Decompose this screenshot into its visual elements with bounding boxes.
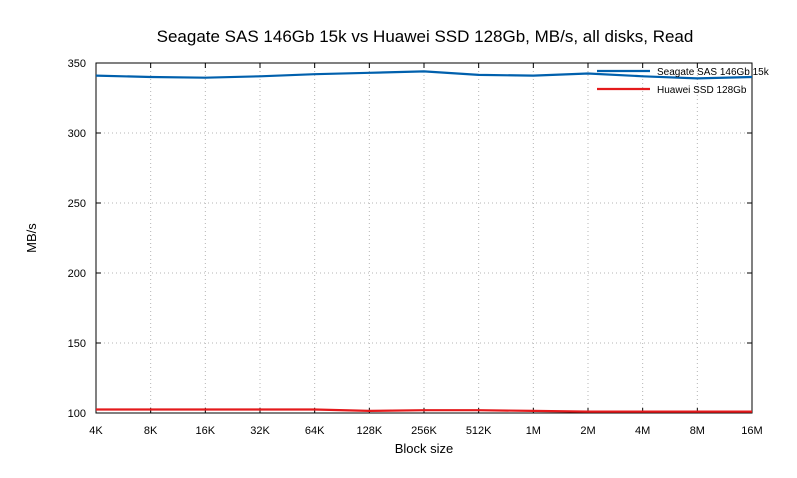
legend-label-1: Seagate SAS 146Gb 15k — [657, 67, 770, 78]
legend-label-2: Huawei SSD 128Gb — [657, 85, 747, 96]
legend: Seagate SAS 146Gb 15k Huawei SSD 128Gb — [597, 67, 770, 96]
x-tick-label: 2M — [580, 425, 595, 437]
y-tick-label: 300 — [68, 128, 86, 140]
y-tick-label: 250 — [68, 198, 86, 210]
x-tick-label: 256K — [411, 425, 437, 437]
y-tick-label: 100 — [68, 408, 86, 420]
y-axis-label: MB/s — [24, 223, 39, 253]
x-tick-label: 16K — [196, 425, 216, 437]
x-axis: 4K 8K 16K 32K 64K 128K 256K 512K 1M 2M 4M 8M 16M — [89, 63, 763, 437]
x-tick-label: 8M — [690, 425, 705, 437]
chart-title: Seagate SAS 146Gb 15k vs Huawei SSD 128G… — [157, 27, 694, 46]
series-line-2 — [96, 408, 752, 413]
x-tick-label: 1M — [526, 425, 541, 437]
x-axis-label: Block size — [395, 441, 454, 456]
y-axis: 100 150 200 250 300 350 — [68, 58, 752, 420]
grid-lines — [96, 63, 752, 413]
x-tick-label: 16M — [741, 425, 762, 437]
series-line-1 — [95, 70, 753, 80]
x-tick-label: 512K — [466, 425, 492, 437]
x-tick-label: 8K — [144, 425, 158, 437]
y-tick-label: 350 — [68, 58, 86, 70]
x-tick-label: 128K — [356, 425, 382, 437]
x-tick-label: 4K — [89, 425, 103, 437]
y-tick-label: 150 — [68, 338, 86, 350]
y-tick-label: 200 — [68, 268, 86, 280]
x-tick-label: 32K — [250, 425, 270, 437]
x-tick-label: 64K — [305, 425, 325, 437]
x-tick-label: 4M — [635, 425, 650, 437]
series-lines — [95, 70, 753, 413]
